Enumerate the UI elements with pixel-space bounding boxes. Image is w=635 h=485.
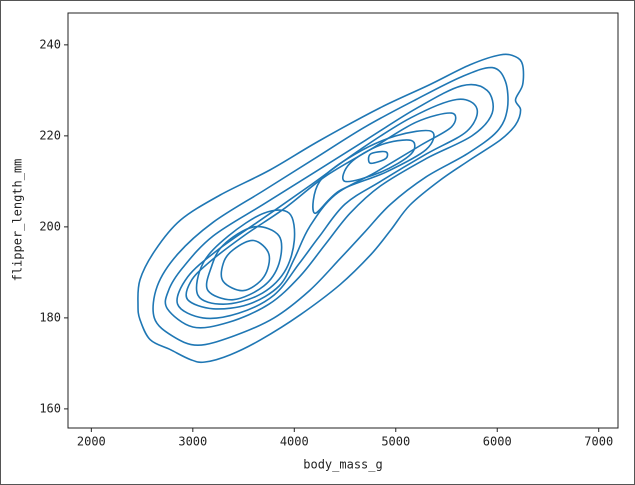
y-tick-label: 180 (39, 310, 61, 324)
contour-line (185, 112, 457, 310)
contour-line (137, 53, 525, 364)
y-axis-label: flipper_length_mm (11, 159, 25, 282)
contour-line (220, 239, 271, 292)
contour-line (195, 209, 296, 306)
plot-area (67, 12, 619, 429)
contour-line (164, 83, 494, 329)
y-tick-label: 220 (39, 128, 61, 142)
contour-line (367, 150, 389, 165)
x-tick-label: 4000 (280, 435, 309, 449)
x-tick-label: 2000 (77, 435, 106, 449)
x-tick-label: 7000 (584, 435, 613, 449)
y-tick-label: 160 (39, 401, 61, 415)
x-tick-label: 3000 (178, 435, 207, 449)
contour-line (176, 98, 479, 320)
x-axis-label: body_mass_g (303, 458, 382, 472)
y-tick-label: 200 (39, 219, 61, 233)
contour-line (205, 225, 283, 301)
x-tick-label: 6000 (483, 435, 512, 449)
contour-line (152, 66, 509, 347)
contour-line (342, 139, 416, 183)
contour-line (312, 129, 435, 214)
x-tick-label: 5000 (381, 435, 410, 449)
y-tick-label: 240 (39, 37, 61, 51)
